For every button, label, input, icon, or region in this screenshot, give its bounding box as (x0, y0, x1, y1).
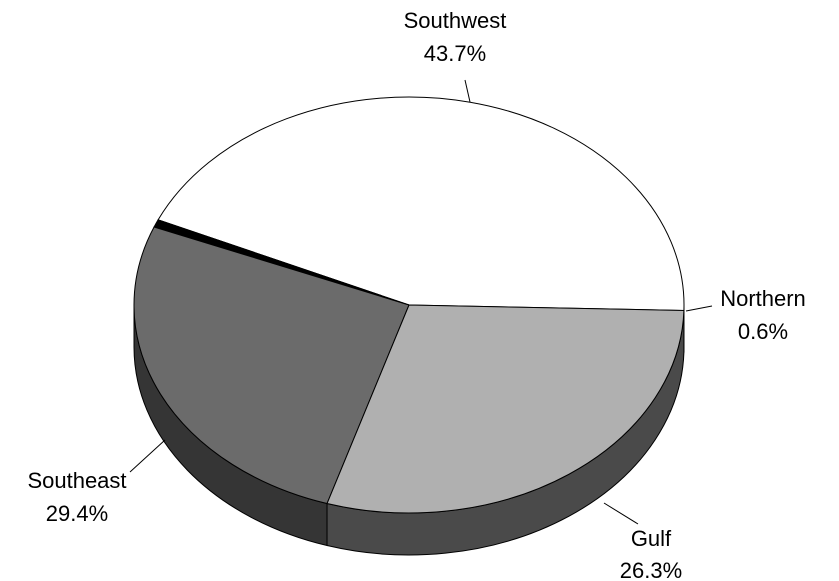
slice-southeast (326, 304, 685, 514)
slice-label-southeast: Southeast (27, 468, 126, 493)
slice-value-southeast: 29.4% (46, 501, 108, 526)
leader-line-gulf (603, 502, 639, 525)
leader-line-southwest (464, 79, 471, 103)
pie-tops (133, 96, 685, 514)
slice-label-gulf: Gulf (631, 526, 672, 551)
slice-label-northern: Northern (720, 286, 806, 311)
slice-label-southwest: Southwest (404, 8, 507, 33)
slice-value-gulf: 26.3% (620, 558, 682, 581)
slice-value-northern: 0.6% (738, 319, 788, 344)
pie-labels: Southwest 43.7% Northern 0.6% Gulf 26.3% South… (27, 8, 805, 581)
slice-gulf (133, 226, 410, 505)
slice-value-southwest: 43.7% (424, 41, 486, 66)
leader-line-northern (685, 305, 713, 312)
slice-southwest (157, 96, 685, 311)
leader-line-southeast (129, 439, 166, 473)
